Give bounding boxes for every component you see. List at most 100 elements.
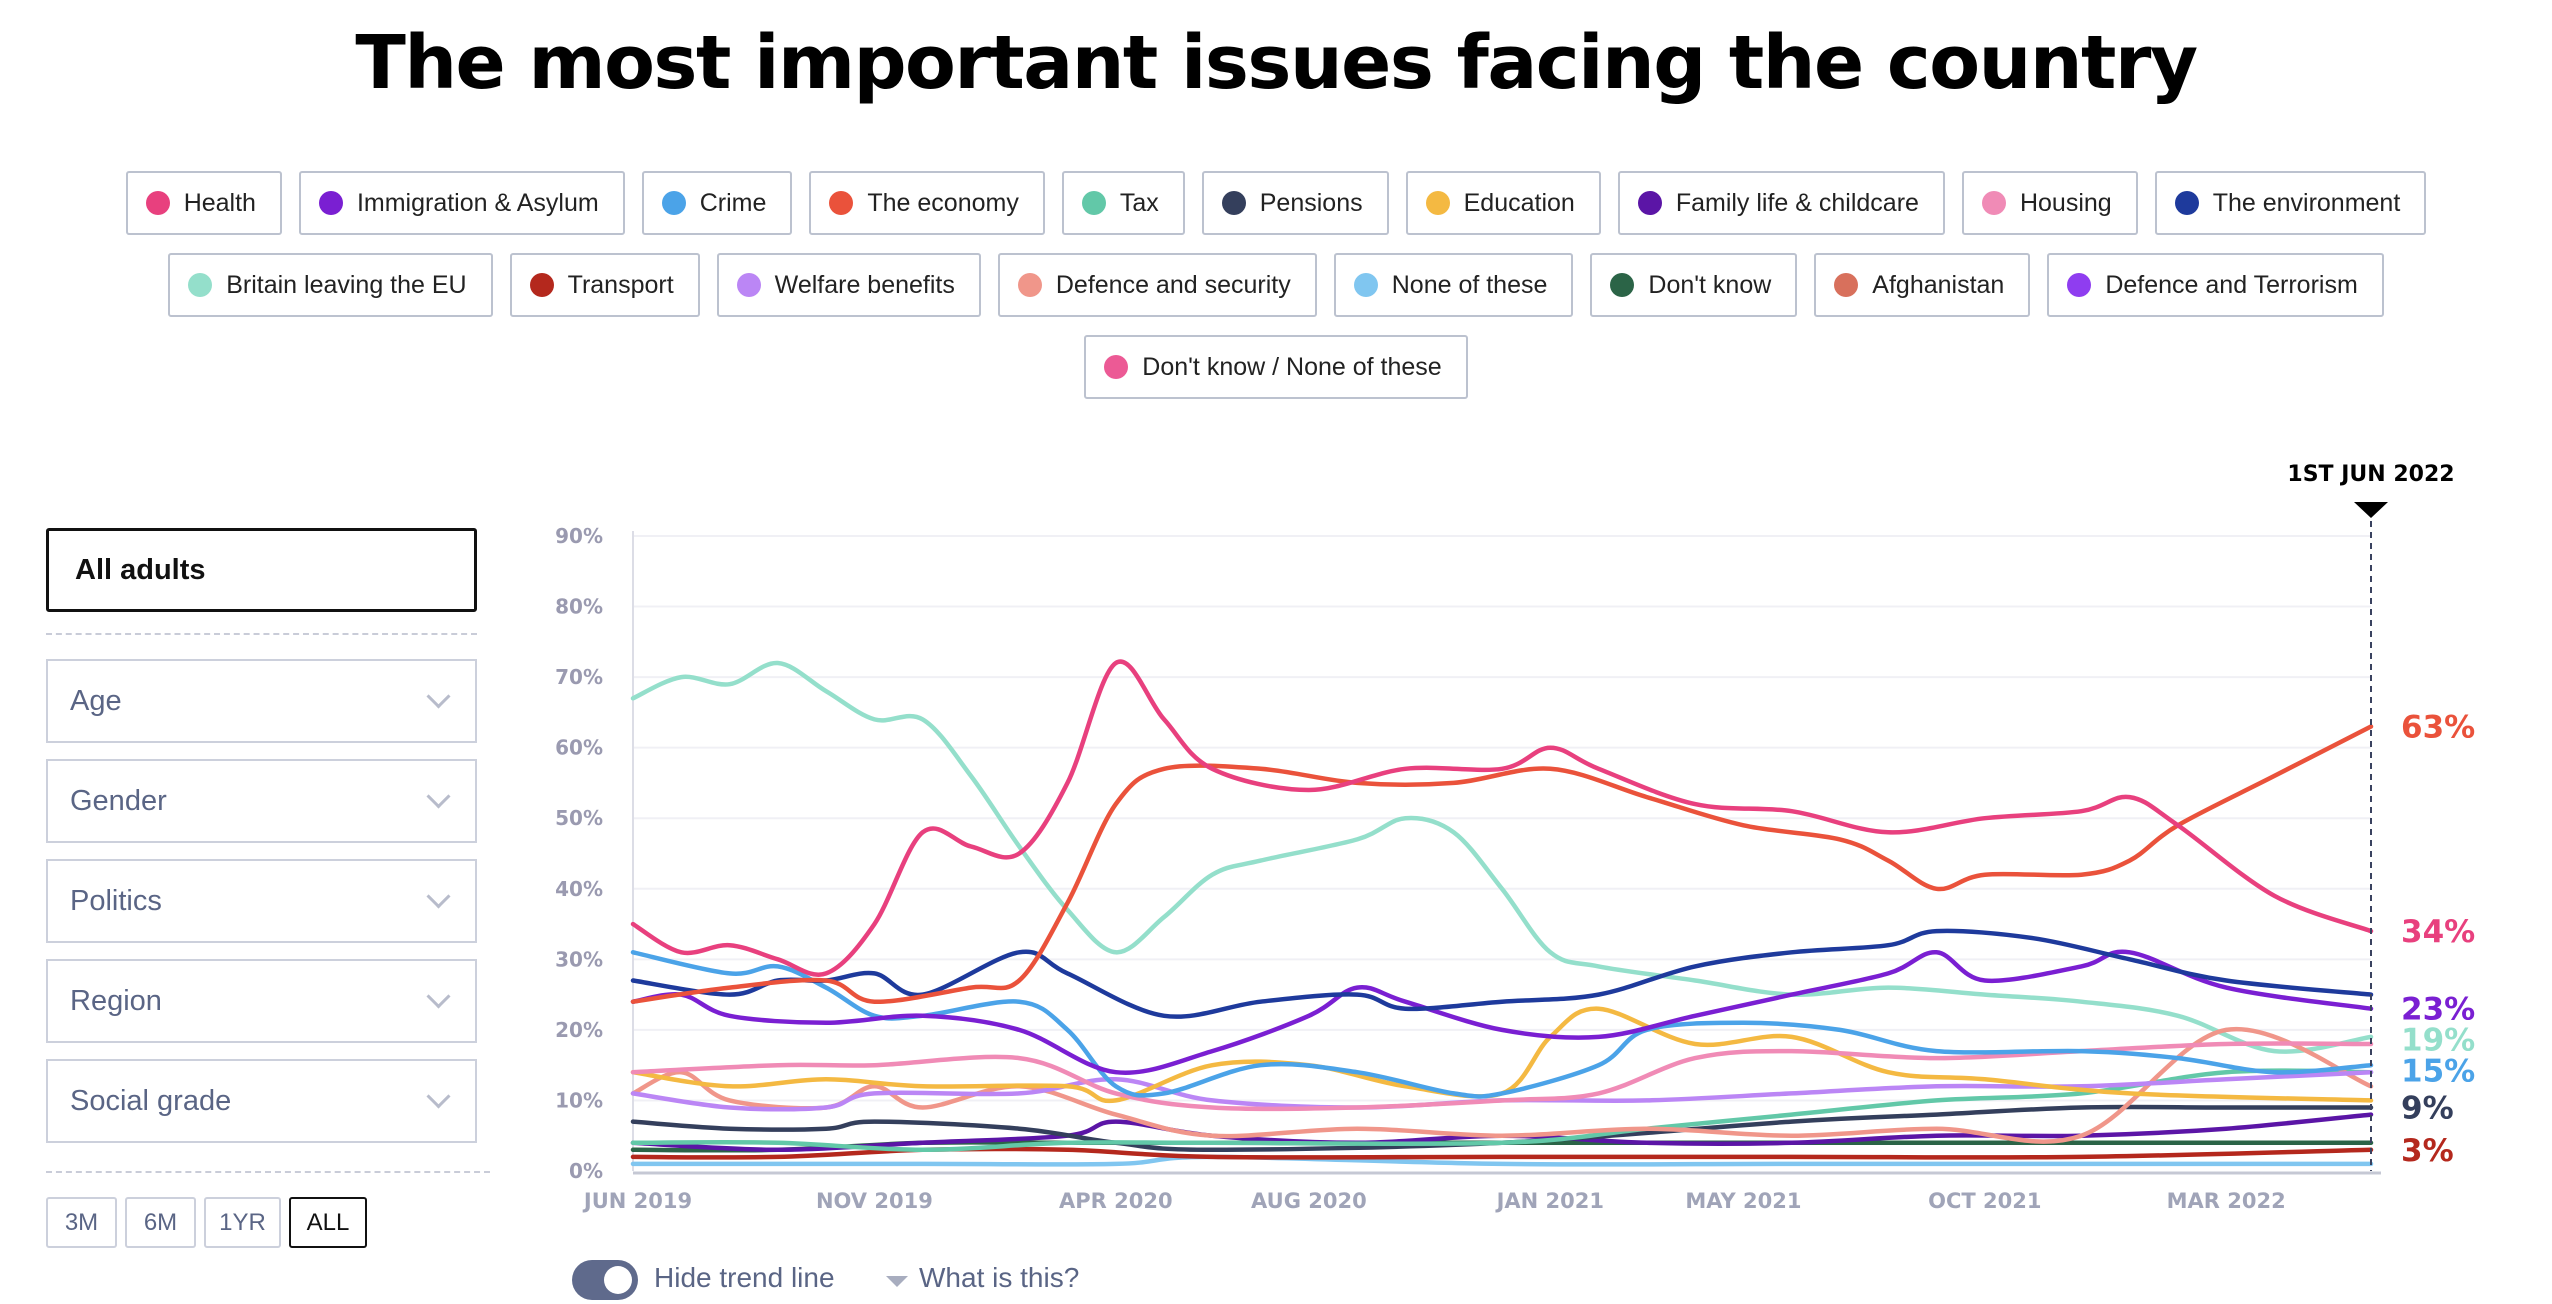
end-value-label: 63% — [2401, 710, 2475, 746]
y-tick-label: 0% — [569, 1159, 603, 1183]
dropdown-social-grade[interactable]: Social grade — [46, 1059, 477, 1143]
range-all-button[interactable]: ALL — [289, 1197, 367, 1248]
legend-label: Transport — [567, 270, 674, 299]
end-value-label: 34% — [2401, 914, 2475, 950]
y-tick-label: 30% — [555, 947, 603, 971]
dropdown-gender[interactable]: Gender — [46, 759, 477, 843]
x-tick-label: APR 2020 — [1059, 1189, 1173, 1213]
legend-dot-icon — [145, 191, 170, 215]
legend-item[interactable]: Britain leaving the EU — [168, 253, 493, 317]
legend-label: Immigration & Asylum — [356, 188, 599, 217]
legend-item[interactable]: Immigration & Asylum — [298, 171, 625, 235]
end-value-label: 9% — [2401, 1091, 2454, 1127]
y-tick-label: 60% — [555, 736, 603, 760]
legend-item[interactable]: Defence and Terrorism — [2047, 253, 2384, 317]
legend-label: Don't know — [1648, 270, 1772, 299]
legend-item[interactable]: Transport — [509, 253, 700, 317]
legend-label: Welfare benefits — [774, 270, 955, 299]
series-line-crime — [630, 950, 2374, 1099]
legend-label: The environment — [2212, 188, 2401, 217]
legend-label: Afghanistan — [1872, 270, 2005, 299]
legend-label: Education — [1463, 188, 1575, 217]
legend-label: Pensions — [1259, 188, 1363, 217]
legend-item[interactable]: Family life & childcare — [1617, 171, 1945, 235]
y-tick-label: 70% — [555, 665, 603, 689]
series-line-the-economy — [630, 724, 2374, 1004]
hide-trend-line-toggle[interactable] — [572, 1260, 638, 1300]
legend-item[interactable]: The economy — [809, 171, 1045, 235]
legend-item[interactable]: Housing — [1961, 171, 2138, 235]
toggle-knob — [604, 1266, 632, 1294]
x-tick-label: MAR 2022 — [2167, 1189, 2286, 1213]
legend-item[interactable]: Don't know / None of these — [1084, 335, 1468, 399]
legend-item[interactable]: Afghanistan — [1814, 253, 2031, 317]
legend-item[interactable]: Education — [1405, 171, 1601, 235]
dropdown-label: Gender — [70, 784, 167, 817]
series-line-pensions — [630, 1104, 2374, 1153]
end-value-label: 15% — [2401, 1054, 2475, 1090]
legend-dot-icon — [1017, 273, 1042, 297]
x-tick-label: MAY 2021 — [1685, 1189, 1801, 1213]
legend-item[interactable]: Don't know — [1590, 253, 1798, 317]
marker-triangle-icon — [2354, 502, 2388, 518]
legend-dot-icon — [2174, 191, 2199, 215]
dropdown-politics[interactable]: Politics — [46, 859, 477, 943]
current-date-label: 1ST JUN 2022 — [2287, 462, 2454, 487]
legend-item[interactable]: None of these — [1333, 253, 1574, 317]
legend-dot-icon — [1221, 191, 1246, 215]
legend-dot-icon — [1353, 273, 1378, 297]
series-line-none-of-these — [630, 1154, 2374, 1167]
x-tick-label: JAN 2021 — [1495, 1189, 1604, 1213]
y-tick-label: 40% — [555, 877, 603, 901]
audience-selector[interactable]: All adults — [46, 528, 477, 612]
dropdown-label: Region — [70, 984, 162, 1017]
legend-label: Tax — [1119, 188, 1159, 217]
legend-dot-icon — [529, 273, 554, 297]
end-value-label: 23% — [2401, 992, 2475, 1028]
legend-dot-icon — [318, 191, 343, 215]
divider — [46, 1171, 490, 1173]
legend-item[interactable]: Tax — [1061, 171, 1185, 235]
series-line-britain-leaving-the-eu — [630, 660, 2374, 1054]
x-tick-label: AUG 2020 — [1251, 1189, 1367, 1213]
legend-item[interactable]: Welfare benefits — [716, 253, 981, 317]
legend-dot-icon — [1081, 191, 1106, 215]
legend-item[interactable]: Pensions — [1201, 171, 1389, 235]
y-tick-label: 10% — [555, 1088, 603, 1112]
series-line-the-environment — [630, 928, 2374, 1019]
page-title: The most important issues facing the cou… — [355, 20, 2198, 106]
y-tick-label: 20% — [555, 1018, 603, 1042]
y-tick-label: 50% — [555, 806, 603, 830]
legend-item[interactable]: Crime — [641, 171, 793, 235]
legend-dot-icon — [1610, 273, 1635, 297]
range-3m-button[interactable]: 3M — [46, 1197, 117, 1248]
y-tick-label: 90% — [555, 524, 603, 548]
hide-trend-line-label: Hide trend line — [654, 1262, 835, 1293]
series-line-transport — [630, 1146, 2374, 1160]
legend-label: Family life & childcare — [1675, 188, 1919, 217]
legend-item[interactable]: The environment — [2154, 171, 2427, 235]
x-tick-label: NOV 2019 — [816, 1189, 933, 1213]
dropdown-label: Age — [70, 684, 122, 717]
x-tick-label: OCT 2021 — [1928, 1189, 2041, 1213]
legend-dot-icon — [661, 191, 686, 215]
range-6m-button[interactable]: 6M — [125, 1197, 196, 1248]
legend-dot-icon — [1981, 191, 2006, 215]
legend-label: The economy — [867, 188, 1019, 217]
legend: Health Immigration & Asylum Crime The econo… — [96, 171, 2456, 399]
what-is-this-link[interactable]: What is this? — [919, 1262, 1080, 1293]
legend-label: None of these — [1391, 270, 1548, 299]
legend-label: Don't know / None of these — [1142, 352, 1442, 381]
dropdown-age[interactable]: Age — [46, 659, 477, 743]
series-line-immigration-asylum — [630, 949, 2374, 1075]
legend-item[interactable]: Health — [125, 171, 282, 235]
end-value-label: 3% — [2401, 1133, 2454, 1169]
range-1yr-button[interactable]: 1YR — [204, 1197, 281, 1248]
legend-dot-icon — [829, 191, 854, 215]
legend-label: Housing — [2019, 188, 2112, 217]
dropdown-region[interactable]: Region — [46, 959, 477, 1043]
legend-dot-icon — [1425, 191, 1450, 215]
legend-item[interactable]: Defence and security — [997, 253, 1317, 317]
end-value-label: 19% — [2401, 1023, 2475, 1059]
